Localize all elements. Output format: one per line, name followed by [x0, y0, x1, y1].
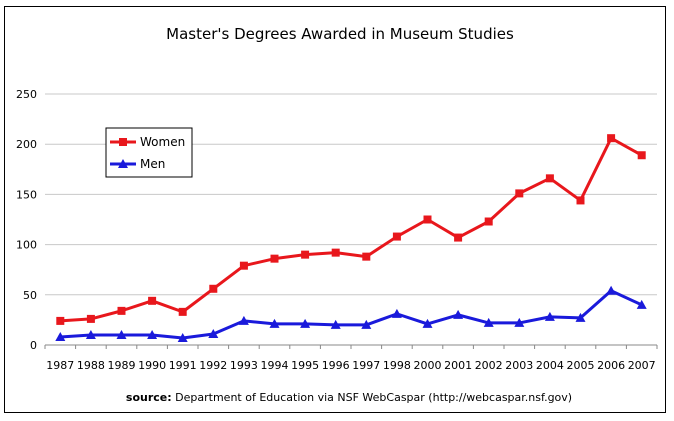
source-text: Department of Education via NSF WebCaspa…: [172, 391, 572, 404]
x-tick-label: 1988: [77, 359, 105, 372]
x-tick-label: 1991: [169, 359, 197, 372]
y-tick-label: 50: [23, 289, 37, 302]
data-point-women: [209, 284, 218, 293]
data-point-men: [177, 332, 188, 342]
x-tick-label: 1993: [230, 359, 258, 372]
x-tick-label: 2004: [536, 359, 564, 372]
x-tick-label: 1994: [261, 359, 289, 372]
data-point-men: [116, 329, 127, 339]
legend-marker-men: [118, 159, 128, 168]
data-point-women: [607, 134, 616, 143]
data-point-men: [544, 311, 555, 321]
data-point-women: [545, 174, 554, 183]
data-point-men: [636, 299, 647, 309]
data-point-men: [606, 285, 617, 295]
chart-title: Master's Degrees Awarded in Museum Studi…: [166, 25, 514, 43]
data-point-men: [514, 317, 525, 327]
y-tick-label: 150: [16, 188, 37, 201]
x-tick-label: 1992: [199, 359, 227, 372]
series-lines: [55, 134, 647, 342]
y-tick-label: 0: [30, 339, 37, 352]
data-point-men: [361, 319, 372, 329]
y-tick-label: 200: [16, 138, 37, 151]
data-point-men: [391, 308, 402, 318]
data-point-men: [208, 328, 219, 338]
data-point-women: [331, 248, 340, 257]
data-point-men: [422, 318, 433, 328]
legend: Women Men: [105, 127, 193, 178]
x-tick-label: 2003: [505, 359, 533, 372]
data-point-men: [575, 312, 586, 322]
x-tick-label: 2001: [444, 359, 472, 372]
y-axis-ticks: 0 50 100 150 200 250: [16, 88, 37, 352]
data-point-women: [239, 261, 248, 270]
x-tick-label: 1996: [322, 359, 350, 372]
series-line-men: [60, 289, 643, 340]
y-tick-label: 250: [16, 88, 37, 101]
data-point-men: [330, 319, 341, 329]
data-point-women: [117, 306, 126, 315]
data-point-men: [300, 318, 311, 328]
x-tick-label: 1990: [138, 359, 166, 372]
source-note: source: Department of Education via NSF …: [126, 391, 572, 404]
x-tick-label: 1995: [291, 359, 319, 372]
data-point-women: [178, 307, 187, 316]
data-point-men: [269, 318, 280, 328]
legend-marker-women: [119, 138, 127, 146]
y-tick-label: 100: [16, 239, 37, 252]
data-point-men: [147, 329, 158, 339]
data-point-women: [576, 196, 585, 205]
data-point-women: [423, 215, 432, 224]
data-point-women: [515, 189, 524, 198]
x-tick-label: 2007: [628, 359, 656, 372]
data-point-women: [270, 254, 279, 263]
x-tick-label: 2005: [567, 359, 595, 372]
data-point-women: [86, 314, 95, 323]
data-point-women: [454, 233, 463, 242]
legend-label-women: Women: [140, 135, 185, 149]
data-point-women: [637, 151, 646, 160]
data-point-men: [483, 317, 494, 327]
legend-box: [105, 127, 193, 178]
x-tick-label: 2002: [475, 359, 503, 372]
source-label: source:: [126, 391, 172, 404]
data-point-women: [484, 217, 493, 226]
x-tick-label: 2000: [414, 359, 442, 372]
data-point-women: [392, 232, 401, 241]
data-point-men: [55, 331, 66, 341]
data-point-women: [301, 250, 310, 259]
x-tick-label: 1987: [46, 359, 74, 372]
series-line-women: [60, 136, 643, 323]
data-point-women: [362, 252, 371, 261]
data-point-women: [148, 296, 157, 305]
x-tick-label: 1998: [383, 359, 411, 372]
legend-label-men: Men: [140, 157, 165, 171]
x-tick-label: 1997: [352, 359, 380, 372]
data-point-women: [56, 316, 65, 325]
data-point-men: [238, 315, 249, 325]
x-axis-ticks: 1987 1988 1989 1990 1991 1992 1993 1994 1995 1996…: [44, 345, 658, 372]
data-point-men: [453, 309, 464, 319]
x-tick-label: 1989: [108, 359, 136, 372]
data-point-men: [85, 329, 96, 339]
x-tick-label: 2006: [597, 359, 625, 372]
